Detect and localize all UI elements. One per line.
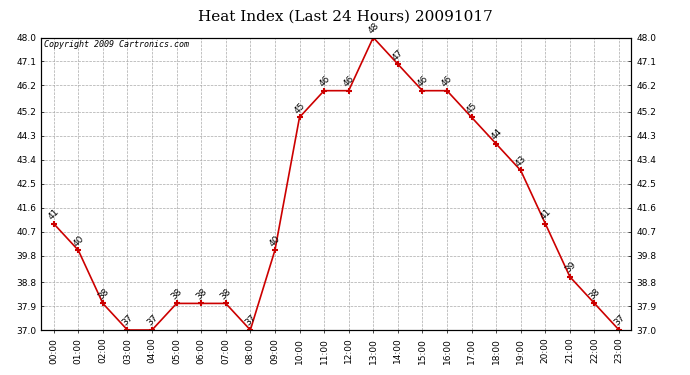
Text: 40: 40 xyxy=(71,234,86,248)
Text: 37: 37 xyxy=(145,314,159,328)
Text: 45: 45 xyxy=(293,101,307,115)
Text: 47: 47 xyxy=(391,48,405,62)
Text: 45: 45 xyxy=(464,101,479,115)
Text: 46: 46 xyxy=(342,74,356,88)
Text: 43: 43 xyxy=(514,154,529,168)
Text: 46: 46 xyxy=(415,74,430,88)
Text: 38: 38 xyxy=(96,287,110,301)
Text: Copyright 2009 Cartronics.com: Copyright 2009 Cartronics.com xyxy=(44,40,189,50)
Text: 38: 38 xyxy=(194,287,209,301)
Text: 48: 48 xyxy=(366,21,381,35)
Text: 40: 40 xyxy=(268,234,282,248)
Text: 38: 38 xyxy=(219,287,233,301)
Text: 38: 38 xyxy=(587,287,602,301)
Text: 46: 46 xyxy=(440,74,455,88)
Text: 41: 41 xyxy=(538,207,553,222)
Text: 37: 37 xyxy=(244,314,258,328)
Text: 39: 39 xyxy=(563,260,578,274)
Text: 38: 38 xyxy=(170,287,184,301)
Text: 44: 44 xyxy=(489,128,504,142)
Text: Heat Index (Last 24 Hours) 20091017: Heat Index (Last 24 Hours) 20091017 xyxy=(197,9,493,23)
Text: 37: 37 xyxy=(121,314,135,328)
Text: 46: 46 xyxy=(317,74,332,88)
Text: 41: 41 xyxy=(47,207,61,222)
Text: 37: 37 xyxy=(612,314,627,328)
